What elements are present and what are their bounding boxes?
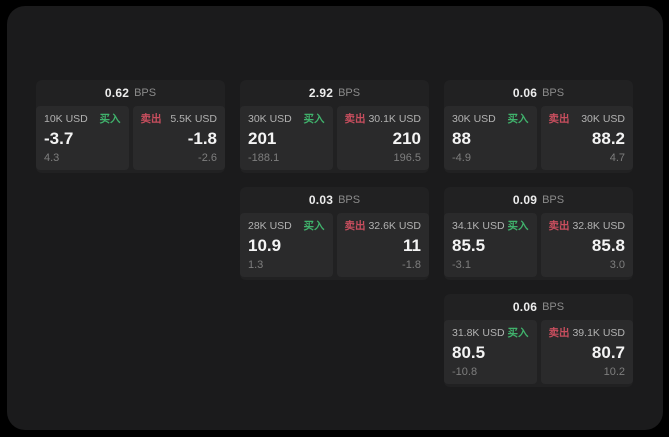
- sell-delta: -1.8: [402, 259, 421, 271]
- spread-card: 0.06 BPS 31.8K USD 买入 80.5 -10.8 卖出 39.1…: [444, 294, 633, 387]
- bps-unit: BPS: [542, 301, 565, 313]
- sell-side-label: 卖出: [548, 113, 570, 125]
- sell-side-label: 卖出: [548, 327, 570, 339]
- bps-value: 0.03: [308, 193, 334, 207]
- buy-delta: -4.9: [452, 152, 471, 164]
- buy-delta: -10.8: [452, 366, 478, 378]
- sell-panel[interactable]: 卖出 30.1K USD 210 196.5: [336, 106, 429, 170]
- card-header: 0.03 BPS: [240, 187, 429, 213]
- sell-price: -1.8: [187, 128, 217, 148]
- sell-amount: 32.8K USD: [572, 220, 625, 232]
- sell-price: 80.7: [591, 342, 625, 362]
- sell-panel[interactable]: 卖出 5.5K USD -1.8 -2.6: [132, 106, 225, 170]
- card-header: 2.92 BPS: [240, 80, 429, 106]
- sell-delta: 10.2: [603, 366, 625, 378]
- buy-side-label: 买入: [507, 327, 529, 339]
- sell-panel[interactable]: 卖出 30K USD 88.2 4.7: [540, 106, 633, 170]
- bps-unit: BPS: [542, 194, 565, 206]
- buy-price: 80.5: [452, 342, 486, 362]
- buy-amount: 10K USD: [44, 113, 88, 125]
- buy-price: 85.5: [452, 235, 486, 255]
- sell-amount: 5.5K USD: [170, 113, 217, 125]
- buy-side-label: 买入: [507, 220, 529, 232]
- sell-panel[interactable]: 卖出 32.8K USD 85.8 3.0: [540, 213, 633, 277]
- sell-side-label: 卖出: [548, 220, 570, 232]
- sell-price: 210: [392, 128, 421, 148]
- sell-amount: 30K USD: [581, 113, 625, 125]
- sell-delta: -2.6: [198, 152, 217, 164]
- sell-side-label: 卖出: [344, 113, 366, 125]
- sell-delta: 196.5: [393, 152, 421, 164]
- buy-amount: 34.1K USD: [452, 220, 505, 232]
- sell-side-label: 卖出: [140, 113, 162, 125]
- card-header: 0.06 BPS: [444, 294, 633, 320]
- bps-value: 0.62: [104, 86, 130, 100]
- bps-value: 0.09: [512, 193, 538, 207]
- buy-price: 10.9: [248, 235, 282, 255]
- buy-delta: -3.1: [452, 259, 471, 271]
- buy-amount: 31.8K USD: [452, 327, 505, 339]
- spread-card: 0.62 BPS 10K USD 买入 -3.7 4.3 卖出 5.5K USD…: [36, 80, 225, 173]
- bps-value: 2.92: [308, 86, 334, 100]
- bps-unit: BPS: [542, 87, 565, 99]
- card-header: 0.62 BPS: [36, 80, 225, 106]
- buy-amount: 30K USD: [452, 113, 496, 125]
- buy-side-label: 买入: [303, 220, 325, 232]
- spread-card: 0.03 BPS 28K USD 买入 10.9 1.3 卖出 32.6K US…: [240, 187, 429, 280]
- buy-panel[interactable]: 28K USD 买入 10.9 1.3: [240, 213, 333, 277]
- buy-delta: 4.3: [44, 152, 60, 164]
- buy-panel[interactable]: 34.1K USD 买入 85.5 -3.1: [444, 213, 537, 277]
- sell-price: 88.2: [591, 128, 625, 148]
- sell-amount: 30.1K USD: [368, 113, 421, 125]
- bps-unit: BPS: [134, 87, 157, 99]
- card-header: 0.09 BPS: [444, 187, 633, 213]
- card-header: 0.06 BPS: [444, 80, 633, 106]
- buy-panel[interactable]: 30K USD 买入 88 -4.9: [444, 106, 537, 170]
- sell-delta: 3.0: [609, 259, 625, 271]
- bps-unit: BPS: [338, 194, 361, 206]
- buy-price: 201: [248, 128, 277, 148]
- bps-value: 0.06: [512, 86, 538, 100]
- buy-price: 88: [452, 128, 471, 148]
- buy-panel[interactable]: 30K USD 买入 201 -188.1: [240, 106, 333, 170]
- sell-panel[interactable]: 卖出 39.1K USD 80.7 10.2: [540, 320, 633, 384]
- buy-side-label: 买入: [303, 113, 325, 125]
- sell-price: 85.8: [591, 235, 625, 255]
- sell-delta: 4.7: [609, 152, 625, 164]
- spread-card: 0.09 BPS 34.1K USD 买入 85.5 -3.1 卖出 32.8K…: [444, 187, 633, 280]
- sell-side-label: 卖出: [344, 220, 366, 232]
- buy-amount: 28K USD: [248, 220, 292, 232]
- buy-side-label: 买入: [507, 113, 529, 125]
- sell-price: 11: [403, 235, 421, 255]
- buy-price: -3.7: [44, 128, 74, 148]
- buy-panel[interactable]: 10K USD 买入 -3.7 4.3: [36, 106, 129, 170]
- spread-card: 0.06 BPS 30K USD 买入 88 -4.9 卖出 30K USD 8…: [444, 80, 633, 173]
- bps-value: 0.06: [512, 300, 538, 314]
- bps-unit: BPS: [338, 87, 361, 99]
- buy-delta: -188.1: [248, 152, 280, 164]
- sell-amount: 39.1K USD: [572, 327, 625, 339]
- sell-panel[interactable]: 卖出 32.6K USD 11 -1.8: [336, 213, 429, 277]
- buy-amount: 30K USD: [248, 113, 292, 125]
- buy-panel[interactable]: 31.8K USD 买入 80.5 -10.8: [444, 320, 537, 384]
- spread-card: 2.92 BPS 30K USD 买入 201 -188.1 卖出 30.1K …: [240, 80, 429, 173]
- buy-side-label: 买入: [99, 113, 121, 125]
- buy-delta: 1.3: [248, 259, 264, 271]
- sell-amount: 32.6K USD: [368, 220, 421, 232]
